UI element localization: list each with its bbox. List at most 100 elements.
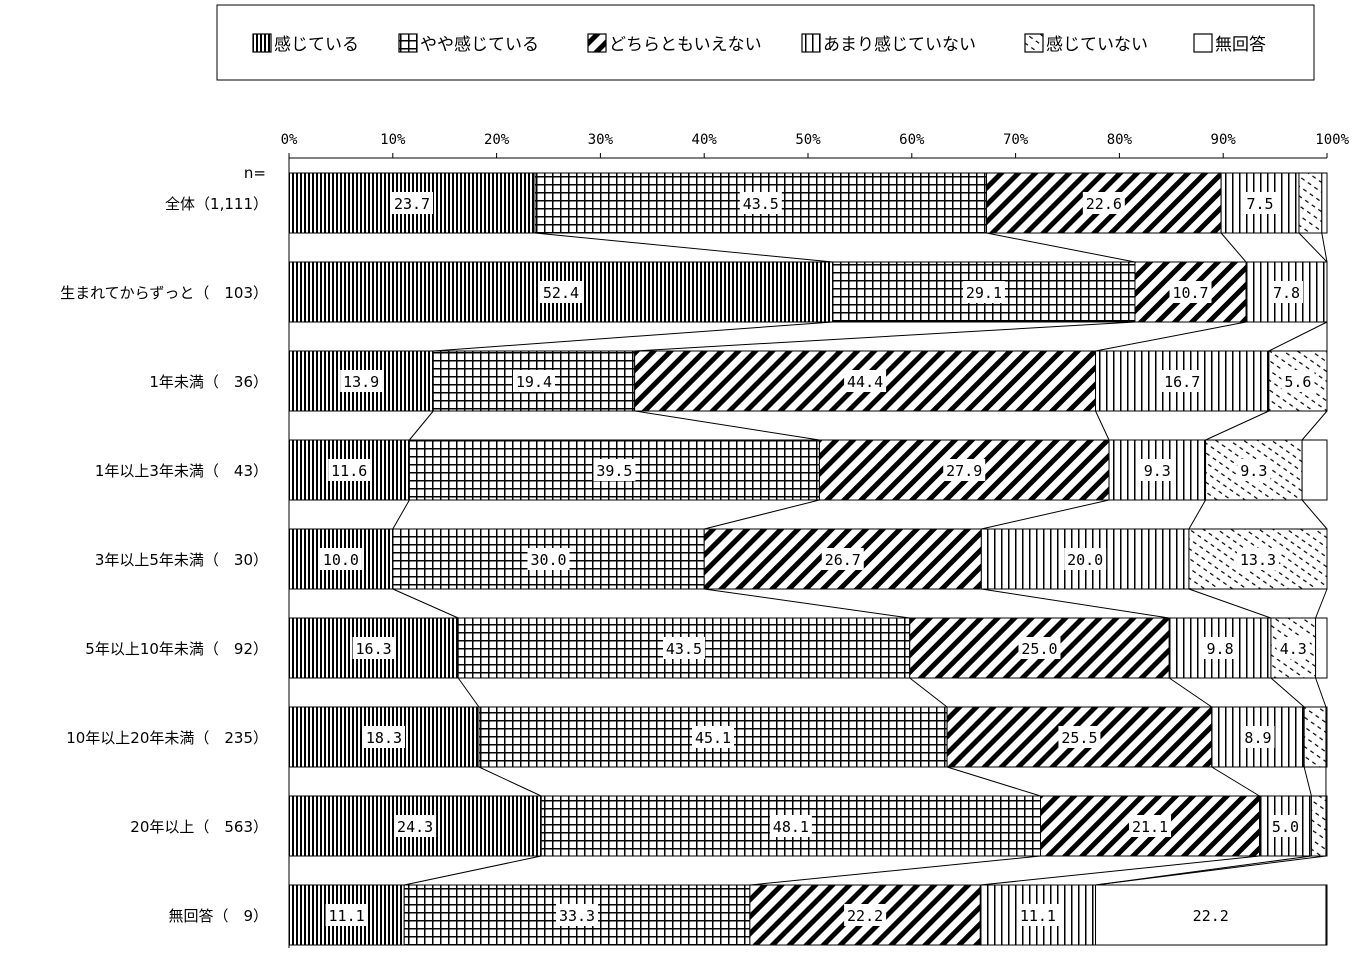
connector-line: [1188, 499, 1206, 530]
value-label-bg: [692, 726, 735, 748]
value-label: 30.0: [530, 551, 566, 569]
value-label: 9.8: [1207, 640, 1234, 658]
value-label: 44.4: [847, 373, 883, 391]
connector-line: [404, 855, 542, 886]
category-label: 全体（1,111）: [165, 195, 268, 213]
value-label-bg: [394, 815, 437, 837]
legend-label-1: 感じている: [274, 35, 359, 55]
value-label: 9.3: [1144, 462, 1171, 480]
x-tick-label: 40%: [692, 132, 718, 148]
x-tick-label: 10%: [380, 132, 406, 148]
bar-outline: [288, 172, 1328, 234]
value-label: 22.6: [1086, 195, 1122, 213]
value-label-bg: [769, 815, 812, 837]
value-label: 48.1: [773, 818, 809, 836]
value-label-bg: [662, 637, 705, 659]
value-label-bg: [539, 281, 582, 303]
value-label: 26.7: [825, 551, 861, 569]
value-label: 4.3: [1280, 640, 1307, 658]
value-label: 25.5: [1061, 729, 1097, 747]
connector-line: [1095, 410, 1110, 441]
connector-line: [1268, 321, 1328, 352]
legend-label-4: あまり感じていない: [823, 35, 976, 55]
connector-line: [392, 499, 410, 530]
connector-line: [478, 766, 542, 797]
connector-line: [1211, 766, 1260, 797]
value-label-bg: [1169, 281, 1212, 303]
category-label: 5年以上10年未満（ 92）: [85, 640, 268, 658]
connector-line: [909, 677, 948, 708]
legend-label-5: 感じていない: [1046, 35, 1148, 55]
connector-line: [409, 410, 434, 441]
value-label: 10.0: [323, 551, 359, 569]
value-label: 5.6: [1284, 373, 1311, 391]
value-label-bg: [1016, 904, 1059, 926]
bar-outline: [288, 528, 1328, 590]
legend-label-6: 無回答: [1215, 35, 1266, 55]
value-label-bg: [1281, 370, 1315, 392]
value-label-bg: [352, 637, 395, 659]
legend-swatch-1: [252, 33, 272, 53]
value-label-bg: [1082, 192, 1125, 214]
category-label: 1年未満（ 36）: [149, 373, 268, 391]
bar-outline: [288, 706, 1328, 768]
value-label-bg: [319, 548, 362, 570]
bar-outline: [288, 350, 1328, 412]
bar-segment: [1298, 172, 1323, 234]
connector-line: [534, 232, 833, 263]
value-label: 22.2: [1193, 907, 1229, 925]
value-label: 16.3: [356, 640, 392, 658]
value-label-bg: [1243, 192, 1277, 214]
value-label-bg: [1203, 637, 1237, 659]
value-label: 18.3: [366, 729, 402, 747]
bar-outline: [288, 439, 1328, 501]
connector-line: [1301, 499, 1328, 530]
value-label: 25.0: [1021, 640, 1057, 658]
value-label-bg: [362, 726, 405, 748]
bar-segment: [1321, 172, 1328, 234]
x-tick-label: 50%: [795, 132, 821, 148]
value-label-bg: [1064, 548, 1107, 570]
value-label-bg: [1237, 459, 1271, 481]
value-label: 19.4: [516, 373, 552, 391]
value-label: 13.3: [1240, 551, 1276, 569]
value-labels: 23.7 43.5 22.6 7.5 52.4 29.1 10.7 7.8 13.9 19.4 44…: [319, 192, 1315, 926]
legend-label-3: どちらともいえない: [609, 35, 762, 55]
connector-line: [1298, 232, 1328, 263]
value-label: 7.5: [1247, 195, 1274, 213]
x-tick-label: 80%: [1107, 132, 1133, 148]
connector-line: [1315, 677, 1327, 708]
category-label: 1年以上3年未満（ 43）: [95, 462, 268, 480]
value-label: 43.5: [743, 195, 779, 213]
connector-line: [634, 410, 820, 441]
category-label: 3年以上5年未満（ 30）: [95, 551, 268, 569]
connector-line: [704, 499, 820, 530]
connector-line: [981, 588, 1170, 619]
legend-swatch-4: [801, 33, 821, 53]
x-tick-label: 20%: [484, 132, 510, 148]
value-label-bg: [1140, 459, 1174, 481]
value-label-bg: [512, 370, 555, 392]
category-label: 10年以上20年未満（ 235）: [66, 729, 268, 747]
legend-swatch-5: [1024, 33, 1044, 53]
legend-frame: [216, 4, 1315, 81]
x-tick-label: 100%: [1315, 132, 1349, 148]
value-label: 7.8: [1273, 284, 1300, 302]
value-label: 23.7: [394, 195, 430, 213]
connector-line: [749, 855, 1041, 886]
bar-segment: [1303, 706, 1327, 768]
connector-line: [457, 677, 480, 708]
category-label: 20年以上（ 563）: [130, 818, 268, 836]
value-label: 11.1: [1020, 907, 1056, 925]
value-label: 11.1: [329, 907, 365, 925]
bar-segment: [1310, 795, 1327, 857]
connector-line: [634, 321, 1135, 352]
value-label-bg: [593, 459, 636, 481]
legend-swatch-3: [587, 33, 607, 53]
value-label-bg: [739, 192, 782, 214]
value-label: 11.6: [331, 462, 367, 480]
value-label: 20.0: [1067, 551, 1103, 569]
value-label-bg: [844, 904, 887, 926]
connector-line: [1270, 677, 1305, 708]
